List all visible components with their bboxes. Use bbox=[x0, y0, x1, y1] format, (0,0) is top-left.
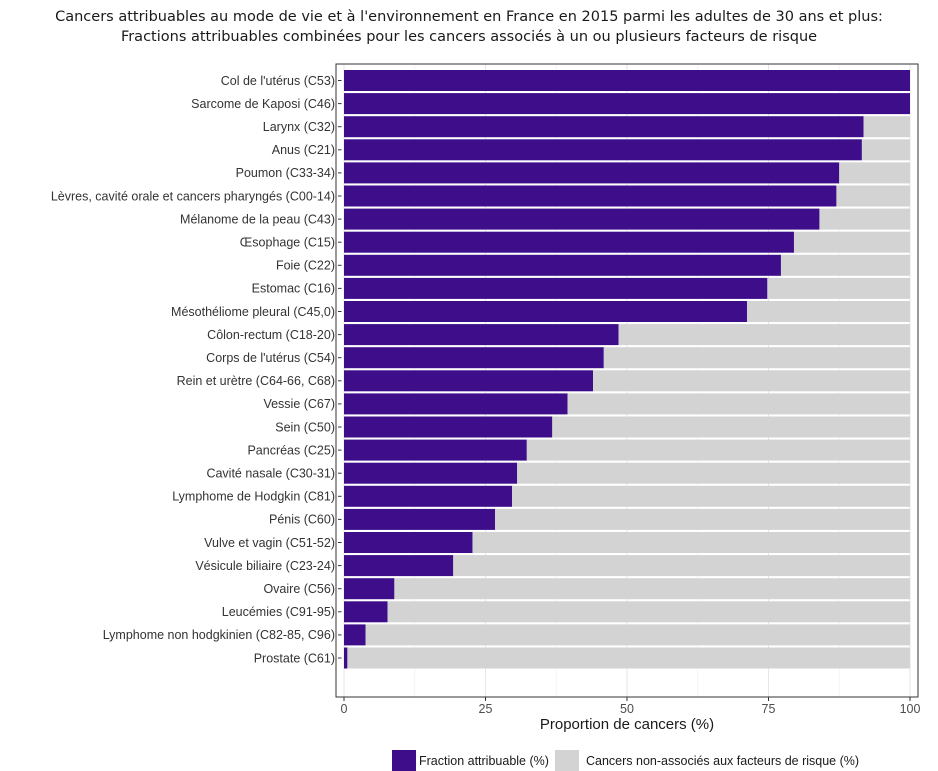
bar-attributable bbox=[344, 162, 840, 184]
category-label: Pénis (C60) bbox=[269, 513, 335, 527]
x-axis: 0 25 50 75 100 bbox=[341, 697, 921, 716]
bar-not-associated bbox=[347, 647, 910, 669]
panel-border bbox=[335, 63, 919, 698]
bar-attributable bbox=[344, 208, 820, 230]
bar-attributable bbox=[344, 439, 527, 461]
category-label: Sarcome de Kaposi (C46) bbox=[191, 97, 335, 111]
bar-attributable bbox=[344, 70, 910, 91]
bar-attributable bbox=[344, 301, 747, 322]
bar-attributable bbox=[344, 370, 594, 392]
bar-not-associated bbox=[819, 208, 910, 230]
legend-label: Cancers non-associés aux facteurs de ris… bbox=[586, 754, 859, 768]
bar-attributable bbox=[344, 462, 518, 484]
legend-label: Fraction attribuable (%) bbox=[419, 754, 549, 768]
bar-attributable bbox=[344, 578, 395, 600]
x-tick-label: 50 bbox=[620, 702, 634, 716]
x-tick-label: 0 bbox=[341, 702, 348, 716]
bar-attributable bbox=[344, 185, 837, 207]
bar-attributable bbox=[344, 416, 553, 438]
category-label: Col de l'utérus (C53) bbox=[221, 74, 335, 88]
bar-attributable bbox=[344, 139, 862, 161]
legend-swatch bbox=[392, 750, 416, 771]
category-label: Lymphome de Hodgkin (C81) bbox=[172, 490, 335, 504]
category-label: Prostate (C61) bbox=[254, 651, 335, 665]
x-axis-title: Proportion de cancers (%) bbox=[540, 716, 714, 733]
category-label: Foie (C22) bbox=[276, 259, 335, 273]
bar-not-associated bbox=[365, 624, 910, 646]
legend: Fraction attribuable (%) Cancers non-asso… bbox=[392, 750, 859, 771]
category-label: Vessie (C67) bbox=[263, 397, 335, 411]
bar-attributable bbox=[344, 324, 619, 346]
category-labels: Col de l'utérus (C53) Sarcome de Kaposi (… bbox=[51, 74, 342, 665]
bar-not-associated bbox=[552, 416, 910, 438]
category-label: Œsophage (C15) bbox=[240, 236, 335, 250]
bar-attributable bbox=[344, 254, 781, 276]
bar-not-associated bbox=[603, 347, 910, 369]
category-label: Pancréas (C25) bbox=[247, 443, 335, 457]
bar-attributable bbox=[344, 624, 366, 646]
x-tick-label: 75 bbox=[762, 702, 776, 716]
bar-attributable bbox=[344, 532, 473, 553]
bars bbox=[344, 70, 910, 669]
category-label: Lèvres, cavité orale et cancers pharyngé… bbox=[51, 189, 335, 203]
bar-attributable bbox=[344, 347, 604, 369]
bar-not-associated bbox=[495, 508, 910, 530]
bar-attributable bbox=[344, 555, 454, 577]
category-label: Sein (C50) bbox=[275, 420, 335, 434]
chart-title: Cancers attribuables au mode de vie et à… bbox=[55, 9, 883, 25]
bar-not-associated bbox=[767, 277, 910, 299]
category-label: Lymphome non hodgkinien (C82-85, C96) bbox=[103, 628, 335, 642]
bar-not-associated bbox=[746, 301, 910, 322]
bar-not-associated bbox=[517, 462, 910, 484]
category-label: Poumon (C33-34) bbox=[236, 166, 335, 180]
bar-not-associated bbox=[453, 555, 910, 577]
bar-not-associated bbox=[387, 601, 910, 623]
bar-not-associated bbox=[618, 324, 910, 346]
category-label: Anus (C21) bbox=[272, 143, 335, 157]
bar-not-associated bbox=[839, 162, 910, 184]
category-label: Larynx (C32) bbox=[263, 120, 335, 134]
bar-not-associated bbox=[526, 439, 910, 461]
bar-not-associated bbox=[861, 139, 910, 161]
category-label: Estomac (C16) bbox=[252, 282, 335, 296]
x-tick-label: 25 bbox=[479, 702, 493, 716]
bar-not-associated bbox=[793, 231, 910, 253]
category-label: Leucémies (C91-95) bbox=[222, 605, 335, 619]
bar-not-associated bbox=[394, 578, 910, 600]
category-label: Vésicule biliaire (C23-24) bbox=[195, 559, 335, 573]
category-label: Corps de l'utérus (C54) bbox=[206, 351, 335, 365]
bar-attributable bbox=[344, 231, 794, 253]
x-tick-label: 100 bbox=[900, 702, 921, 716]
bar-attributable bbox=[344, 647, 348, 669]
bar-not-associated bbox=[472, 532, 910, 553]
category-label: Mélanome de la peau (C43) bbox=[180, 212, 335, 226]
category-label: Cavité nasale (C30-31) bbox=[206, 467, 335, 481]
bar-attributable bbox=[344, 277, 768, 299]
bar-attributable bbox=[344, 116, 864, 138]
category-label: Mésothéliome pleural (C45,0) bbox=[171, 305, 335, 319]
category-label: Vulve et vagin (C51-52) bbox=[204, 536, 335, 550]
bar-not-associated bbox=[780, 254, 910, 276]
bar-attributable bbox=[344, 393, 568, 415]
chart-subtitle: Fractions attribuables combinées pour le… bbox=[121, 29, 817, 45]
legend-swatch bbox=[555, 750, 579, 771]
bar-attributable bbox=[344, 93, 910, 115]
category-label: Rein et urètre (C64-66, C68) bbox=[177, 374, 335, 388]
bar-attributable bbox=[344, 601, 388, 623]
bar-attributable bbox=[344, 508, 496, 530]
bar-not-associated bbox=[512, 485, 910, 507]
bar-not-associated bbox=[836, 185, 910, 207]
bar-not-associated bbox=[567, 393, 910, 415]
bar-not-associated bbox=[593, 370, 910, 392]
category-label: Ovaire (C56) bbox=[263, 582, 335, 596]
bar-not-associated bbox=[863, 116, 910, 138]
bar-attributable bbox=[344, 485, 513, 507]
category-label: Côlon-rectum (C18-20) bbox=[207, 328, 335, 342]
